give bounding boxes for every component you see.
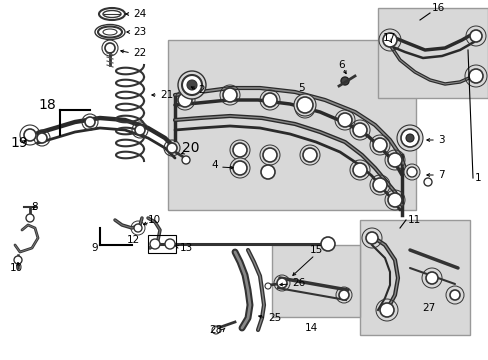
- Circle shape: [337, 113, 351, 127]
- Circle shape: [372, 178, 386, 192]
- Circle shape: [340, 77, 348, 85]
- Text: 17: 17: [382, 33, 395, 43]
- Circle shape: [382, 33, 396, 47]
- Circle shape: [387, 153, 401, 167]
- Text: 12: 12: [126, 235, 140, 245]
- Text: 22: 22: [133, 48, 146, 58]
- Circle shape: [261, 165, 274, 179]
- Circle shape: [37, 133, 47, 143]
- Text: 24: 24: [133, 9, 146, 19]
- Text: 18: 18: [38, 98, 56, 112]
- Circle shape: [232, 161, 246, 175]
- Circle shape: [320, 237, 334, 251]
- Text: 19: 19: [10, 136, 28, 150]
- Circle shape: [468, 69, 482, 83]
- Circle shape: [387, 193, 401, 207]
- Circle shape: [150, 239, 160, 249]
- Text: 10: 10: [10, 263, 23, 273]
- Circle shape: [178, 71, 205, 99]
- Circle shape: [403, 164, 419, 180]
- Circle shape: [105, 43, 115, 53]
- Circle shape: [167, 143, 177, 153]
- Circle shape: [229, 158, 249, 178]
- Circle shape: [223, 88, 237, 102]
- Bar: [271, 245, 359, 317]
- Circle shape: [396, 125, 422, 151]
- Text: 25: 25: [267, 313, 281, 323]
- Circle shape: [178, 93, 192, 107]
- Circle shape: [134, 224, 142, 232]
- Text: 5: 5: [297, 83, 304, 93]
- Circle shape: [352, 163, 366, 177]
- Circle shape: [264, 283, 270, 289]
- Text: 9: 9: [91, 243, 98, 253]
- Ellipse shape: [99, 8, 125, 20]
- Circle shape: [263, 93, 276, 107]
- Circle shape: [405, 134, 413, 142]
- Circle shape: [372, 138, 386, 152]
- Text: 11: 11: [407, 215, 420, 225]
- Circle shape: [425, 272, 437, 284]
- Text: 28: 28: [208, 325, 222, 335]
- Text: 6: 6: [337, 60, 344, 70]
- Circle shape: [469, 30, 481, 42]
- Circle shape: [296, 97, 312, 113]
- Text: 10: 10: [148, 215, 161, 225]
- Circle shape: [297, 101, 311, 115]
- Bar: [359, 220, 469, 335]
- Text: 2: 2: [198, 85, 204, 95]
- Text: 15: 15: [309, 245, 323, 255]
- Text: 20: 20: [182, 141, 199, 155]
- Text: 16: 16: [431, 3, 445, 13]
- Text: 4: 4: [211, 160, 218, 170]
- Text: 3: 3: [437, 135, 444, 145]
- Text: 8: 8: [31, 202, 38, 212]
- Ellipse shape: [98, 27, 122, 37]
- Bar: [168, 40, 415, 210]
- Text: 27: 27: [421, 303, 434, 313]
- Text: 1: 1: [474, 173, 481, 183]
- Circle shape: [365, 232, 377, 244]
- Circle shape: [212, 326, 220, 334]
- Circle shape: [26, 214, 34, 222]
- Bar: [377, 8, 487, 98]
- Circle shape: [276, 278, 286, 288]
- Bar: [148, 235, 176, 253]
- Circle shape: [14, 256, 22, 264]
- Circle shape: [352, 123, 366, 137]
- Circle shape: [232, 143, 246, 157]
- Circle shape: [423, 178, 431, 186]
- Circle shape: [135, 125, 145, 135]
- Circle shape: [379, 303, 393, 317]
- Text: 26: 26: [291, 278, 305, 288]
- Circle shape: [293, 94, 315, 116]
- Circle shape: [85, 117, 95, 127]
- Circle shape: [449, 290, 459, 300]
- Circle shape: [406, 167, 416, 177]
- Circle shape: [400, 129, 418, 147]
- Text: 13: 13: [180, 243, 193, 253]
- Circle shape: [263, 148, 276, 162]
- Circle shape: [182, 75, 202, 95]
- Circle shape: [186, 80, 197, 90]
- Circle shape: [338, 290, 348, 300]
- Circle shape: [24, 129, 36, 141]
- Circle shape: [182, 156, 190, 164]
- Circle shape: [303, 148, 316, 162]
- Circle shape: [164, 239, 175, 249]
- Text: 21: 21: [160, 90, 173, 100]
- Text: 23: 23: [133, 27, 146, 37]
- Text: 7: 7: [437, 170, 444, 180]
- Text: 14: 14: [305, 323, 318, 333]
